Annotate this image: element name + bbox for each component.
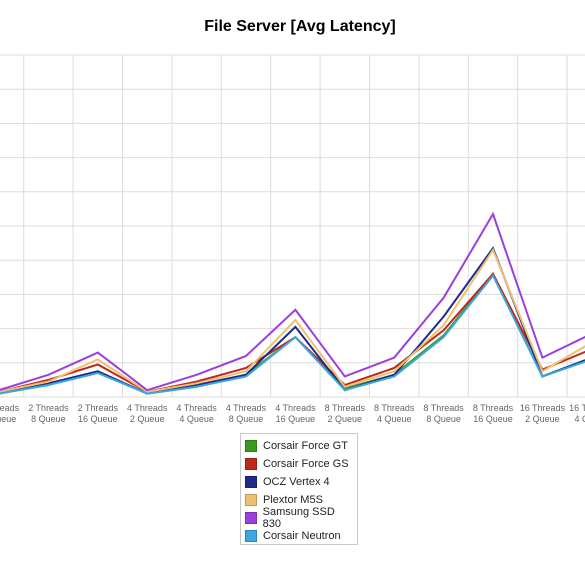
x-tick-label: 2 Queue [130, 414, 165, 424]
x-tick-label: 4 Threads [275, 403, 316, 413]
x-tick-label: 16 Threads [569, 403, 585, 413]
legend-label: Plextor M5S [263, 494, 323, 506]
legend-item: Corsair Force GS [245, 455, 353, 473]
legend-item: Corsair Neutron [245, 527, 353, 545]
x-tick-label: 2 Queue [525, 414, 560, 424]
chart-legend: Corsair Force GT Corsair Force GS OCZ Vert… [240, 433, 358, 545]
legend-label: Corsair Neutron [263, 530, 341, 542]
legend-swatch [245, 530, 257, 542]
x-tick-label: 16 Threads [520, 403, 566, 413]
x-tick-label: 8 Queue [426, 414, 461, 424]
legend-label: Corsair Force GS [263, 458, 349, 470]
series-line [0, 273, 585, 395]
legend-swatch [245, 440, 257, 452]
series-line [0, 246, 585, 395]
x-tick-label: 4 Queue [575, 414, 585, 424]
x-tick-label: 16 Queue [78, 414, 118, 424]
x-tick-label: 16 Queue [276, 414, 316, 424]
legend-item: OCZ Vertex 4 [245, 473, 353, 491]
x-tick-label: 2 Threads [28, 403, 69, 413]
x-tick-label: 1 Threads [0, 403, 20, 413]
x-tick-label: 4 Threads [176, 403, 217, 413]
legend-label: Samsung SSD 830 [262, 506, 335, 530]
x-tick-label: 8 Queue [31, 414, 66, 424]
x-tick-label: 1 Queue [0, 414, 16, 424]
legend-label: Corsair Force GT [263, 440, 348, 452]
x-tick-label: 8 Threads [374, 403, 415, 413]
legend-swatch [245, 476, 257, 488]
legend-item: Plextor M5S [245, 491, 353, 509]
legend-label: OCZ Vertex 4 [263, 476, 330, 488]
x-tick-label: 4 Queue [179, 414, 214, 424]
series-line [0, 211, 585, 392]
chart-title: File Server [Avg Latency] [204, 18, 396, 35]
series-line [0, 247, 585, 393]
x-tick-label: 8 Threads [325, 403, 366, 413]
x-tick-label: 16 Queue [473, 414, 513, 424]
legend-swatch [245, 458, 257, 470]
x-tick-label: 2 Threads [78, 403, 119, 413]
legend-item: Corsair Force GT [245, 437, 353, 455]
legend-swatch [245, 494, 257, 506]
x-tick-label: 4 Threads [226, 403, 267, 413]
x-tick-label: 8 Threads [423, 403, 464, 413]
x-tick-label: 4 Threads [127, 403, 168, 413]
x-tick-label: 4 Queue [377, 414, 412, 424]
legend-item: Samsung SSD 830 [245, 506, 353, 530]
x-tick-label: 2 Queue [328, 414, 363, 424]
x-tick-label: 8 Threads [473, 403, 514, 413]
x-tick-label: 8 Queue [229, 414, 264, 424]
legend-swatch [245, 512, 257, 524]
